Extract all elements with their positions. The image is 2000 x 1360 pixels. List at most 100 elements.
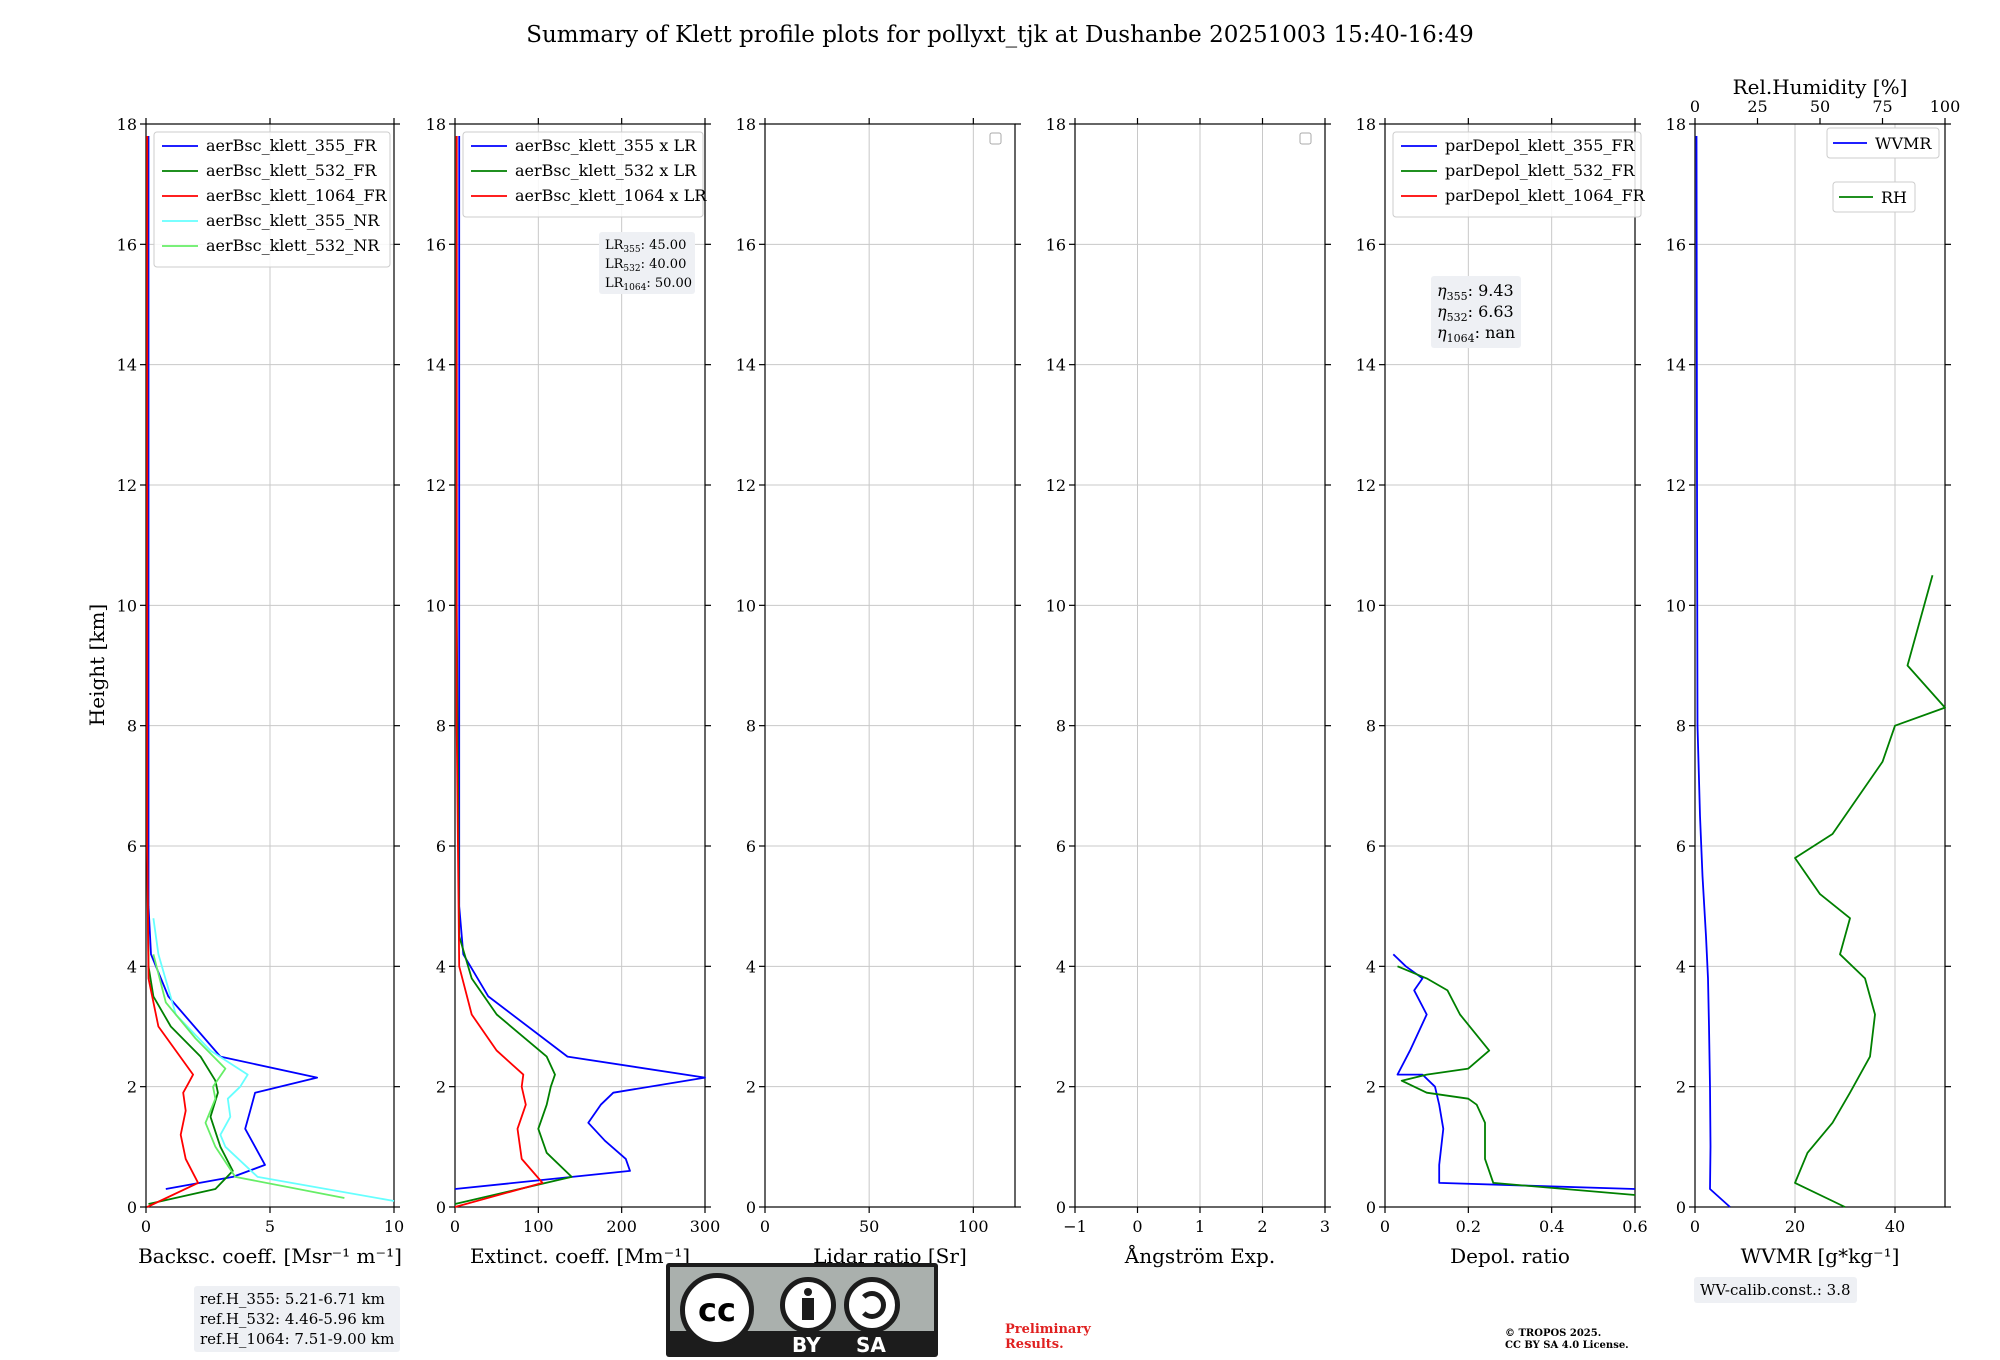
series-line-aerBsc_klett_1064_FR [146,136,200,1208]
legend-label: parDepol_klett_532_FR [1445,161,1636,180]
x-tick-label: 5 [265,1217,275,1236]
x2-axis-label: Rel.Humidity [%] [1733,75,1908,99]
legend-label: aerBsc_klett_1064 x LR [515,186,707,205]
y-tick-label: 4 [127,957,137,976]
lr-label-532: LR532: 40.00 [605,257,686,274]
y-tick-label: 0 [127,1198,137,1217]
x-axis-label: Extinct. coeff. [Mm⁻¹] [470,1244,690,1268]
y-tick-label: 16 [117,235,137,254]
y-tick-label: 10 [1666,596,1686,615]
series-line-RH [1794,575,1946,1208]
cc-license-badge: cc BY SA [666,1263,938,1357]
y-tick-label: 0 [746,1198,756,1217]
y-tick-label: 6 [746,837,756,856]
legend-label: aerBsc_klett_355 x LR [515,136,697,155]
series-line-aerBsc_klett_532_NR [152,954,345,1199]
eta-box [1431,276,1521,348]
axes-frame [764,123,1016,1208]
y-tick-label: 6 [436,837,446,856]
y-tick-label: 8 [436,717,446,736]
y-tick-label: 12 [1666,476,1686,495]
x-tick-label: 2 [1257,1217,1267,1236]
eta-label-1064: η1064: nan [1437,323,1515,345]
y-tick-label: 10 [1046,596,1066,615]
series-line-aerBsc_klett_355_NR [152,918,395,1202]
lr-label-355: LR355: 45.00 [605,238,686,255]
x-tick-label: 50 [859,1217,879,1236]
y-tick-label: 12 [736,476,756,495]
x2-tick-label: 50 [1810,97,1830,116]
x-tick-label: 300 [690,1217,721,1236]
panel-5: 0 2 4 6 8 10 12 14 16 18 0 0.2 0.4 0.6 Depol. ratio par… [1356,115,1648,1268]
y-tick-label: 4 [1366,957,1376,976]
x-tick-label: 10 [384,1217,404,1236]
y-tick-label: 6 [127,837,137,856]
y-tick-label: 4 [1056,957,1066,976]
y-tick-label: 16 [1666,235,1686,254]
y-tick-label: 0 [1366,1198,1376,1217]
y-tick-label: 12 [426,476,446,495]
cc-logo-icon: cc [680,1273,754,1347]
series-line-aerBsc_klett_355_FR [147,136,319,1190]
eta-label-532: η532: 6.63 [1437,302,1514,324]
figure-title: Summary of Klett profile plots for polly… [526,22,1474,48]
x-axis-label: Backsc. coeff. [Msr⁻¹ m⁻¹] [138,1244,402,1268]
legend-label: aerBsc_klett_355_NR [206,211,380,230]
y-tick-label: 2 [1676,1078,1686,1097]
y-tick-label: 16 [736,235,756,254]
copyright-line-2: CC BY SA 4.0 License. [1505,1340,1629,1351]
y-tick-label: 6 [1676,837,1686,856]
x-tick-label: 0 [141,1217,151,1236]
legend-label: WVMR [1875,134,1932,153]
legend-box [1826,127,1940,159]
legend-box [462,131,704,218]
x-tick-label: 40 [1885,1217,1905,1236]
y-tick-label: 14 [426,356,446,375]
sa-label: SA [856,1333,886,1357]
x2-tick-label: 75 [1872,97,1892,116]
x-axis-label: Ångström Exp. [1124,1243,1275,1268]
y-tick-label: 12 [1046,476,1066,495]
y-tick-label: 8 [127,717,137,736]
legend-label: aerBsc_klett_532_FR [206,161,377,180]
y-tick-label: 10 [117,596,137,615]
series-line-parDepol_klett_355_FR [1392,953,1636,1190]
y-tick-label: 8 [1676,717,1686,736]
eta-label-355: η355: 9.43 [1437,281,1514,303]
y-tick-label: 18 [1666,115,1686,134]
y-tick-label: 6 [1366,837,1376,856]
legend-box [1832,181,1916,213]
y-tick-label: 14 [1666,356,1686,375]
empty-legend-box [1299,132,1312,145]
copyright-line-1: © TROPOS 2025. [1505,1328,1602,1339]
x-tick-label: 0.6 [1622,1217,1647,1236]
lr-label-1064: LR1064: 50.00 [605,276,692,293]
y-tick-label: 16 [1046,235,1066,254]
y-tick-label: 12 [1356,476,1376,495]
legend-label: aerBsc_klett_1064_FR [206,186,388,205]
series-line-aerBsc_klett_355 x LR [454,136,706,1190]
x-tick-label: 0 [1690,1217,1700,1236]
legend-label: aerBsc_klett_532 x LR [515,161,697,180]
lr-box [599,232,695,294]
y-tick-label: 4 [1676,957,1686,976]
panel-1: 0 2 4 6 8 10 12 14 16 18 0 5 10 Backsc. coeff. [Msr⁻¹… [117,115,405,1268]
legend-label: parDepol_klett_1064_FR [1445,186,1646,205]
y-tick-label: 14 [117,356,137,375]
x-axis-label: Depol. ratio [1450,1244,1570,1268]
legend-label: parDepol_klett_355_FR [1445,136,1636,155]
y-tick-label: 18 [117,115,137,134]
by-attribution-icon [780,1277,836,1333]
preliminary-line-2: Results. [1005,1337,1064,1352]
preliminary-line-1: Preliminary [1005,1322,1091,1337]
series-line-WVMR [1695,135,1731,1208]
y-tick-label: 18 [426,115,446,134]
x-tick-label: 1 [1195,1217,1205,1236]
legend-label: aerBsc_klett_355_FR [206,136,377,155]
ref-height-1064: ref.H_1064: 7.51-9.00 km [200,1330,395,1348]
x-tick-label: 0 [1132,1217,1142,1236]
y-tick-label: 14 [1046,356,1066,375]
series-line-aerBsc_klett_1064 x LR [454,136,544,1208]
